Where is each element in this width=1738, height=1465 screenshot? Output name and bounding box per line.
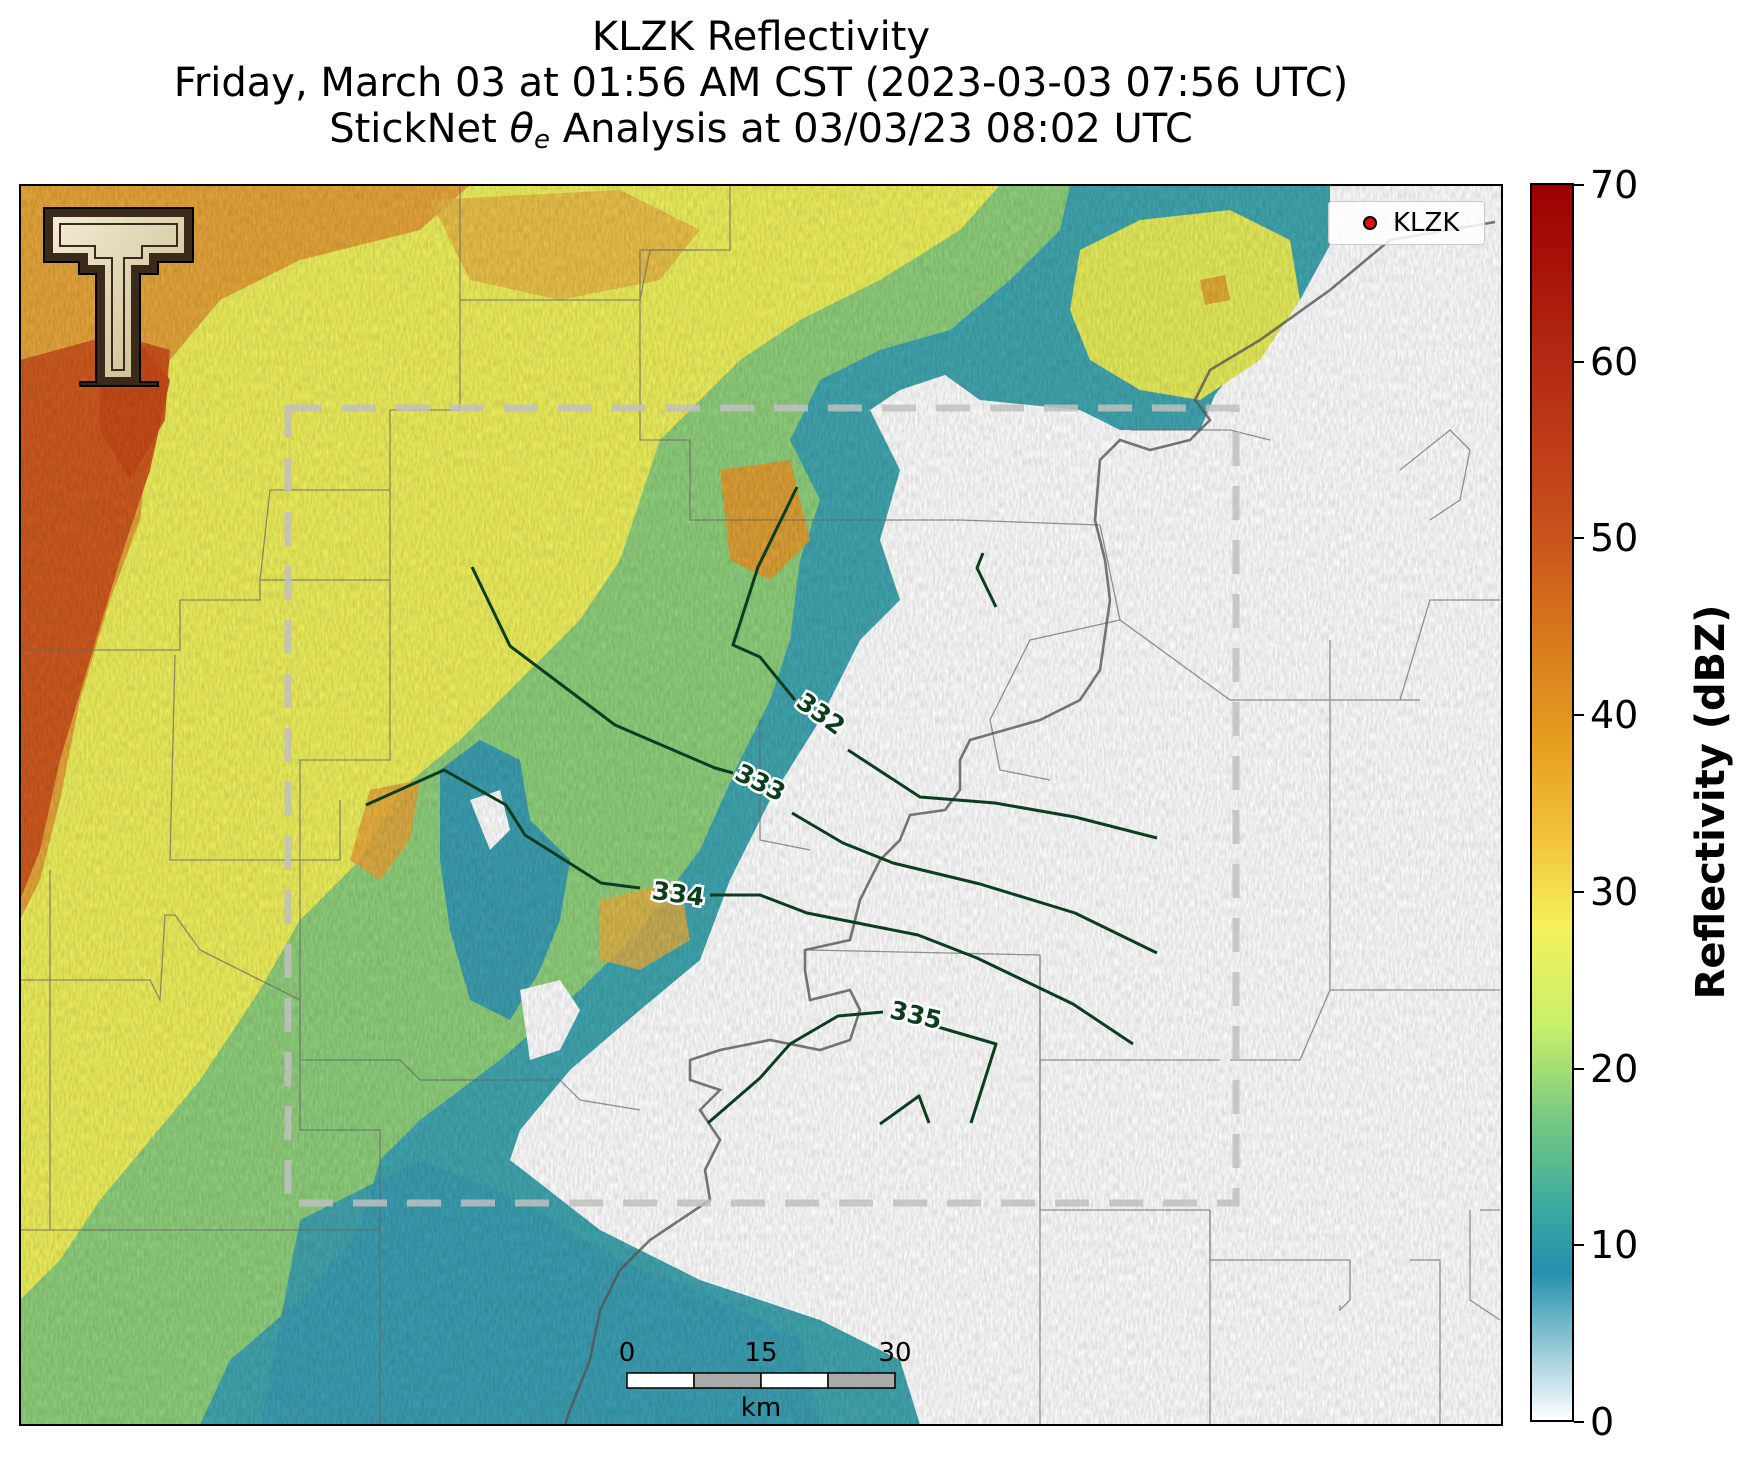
contour-334-east <box>710 893 1134 1046</box>
contour-335-east <box>937 1025 998 1124</box>
colorbar-tick-label: 40 <box>1590 693 1639 738</box>
colorbar-tick-mark <box>1574 1244 1584 1247</box>
contour-332 <box>731 486 799 701</box>
contour-333 <box>470 566 734 775</box>
colorbar-tick-mark <box>1574 714 1584 717</box>
contour-fragment-1 <box>975 552 998 608</box>
radar-plot: 332 333 334 335 <box>20 185 1502 1425</box>
colorbar-tick-label: 30 <box>1590 869 1639 914</box>
legend: KLZK <box>1328 201 1485 245</box>
colorbar-tick-mark <box>1574 537 1584 540</box>
texas-tech-logo <box>43 207 194 387</box>
reflectivity-field <box>20 185 1502 1425</box>
colorbar-title: Reflectivity (dBZ) <box>1688 604 1734 1000</box>
contour-332-east <box>847 748 1158 840</box>
title-line-1: KLZK Reflectivity <box>591 14 931 60</box>
scale-tick-0: 0 <box>618 1338 636 1368</box>
contour-333-east <box>791 811 1158 955</box>
scale-unit: km <box>740 1393 782 1423</box>
title-line-3: StickNet θe Analysis at 03/03/23 08:02 U… <box>329 106 1193 155</box>
colorbar-tick-label: 60 <box>1590 339 1639 384</box>
scale-tick-15: 15 <box>744 1338 778 1368</box>
contour-335 <box>707 1010 884 1125</box>
theta-e-contours <box>365 486 1158 1126</box>
contour-334 <box>365 768 641 890</box>
scale-tick-30: 30 <box>878 1338 912 1368</box>
county-boundaries <box>20 185 1501 1425</box>
analysis-domain-box <box>284 404 1240 1207</box>
echo-texture <box>20 185 1502 1425</box>
title-line-2: Friday, March 03 at 01:56 AM CST (2023-0… <box>173 60 1349 106</box>
colorbar-tick-label: 70 <box>1590 163 1639 207</box>
colorbar <box>1530 183 1574 1422</box>
figure-title: KLZK Reflectivity Friday, March 03 at 01… <box>0 14 1522 163</box>
colorbar-tick-label: 20 <box>1590 1046 1639 1091</box>
scale-bar <box>626 1372 896 1389</box>
contour-fragment-2 <box>879 1094 931 1126</box>
colorbar-tick-mark <box>1574 1067 1584 1070</box>
plot-frame <box>19 184 1503 1426</box>
colorbar-tick-mark <box>1574 184 1584 186</box>
colorbar-tick-label: 50 <box>1590 516 1639 561</box>
legend-label: KLZK <box>1393 208 1460 238</box>
colorbar-tick-mark <box>1574 360 1584 363</box>
colorbar-tick-mark <box>1574 1421 1584 1423</box>
colorbar-tick-label: 10 <box>1590 1223 1639 1268</box>
state-boundary <box>563 220 1496 1425</box>
colorbar-tick-label: 0 <box>1590 1400 1615 1444</box>
colorbar-tick-mark <box>1574 890 1584 893</box>
klzk-marker-icon <box>1363 216 1377 230</box>
